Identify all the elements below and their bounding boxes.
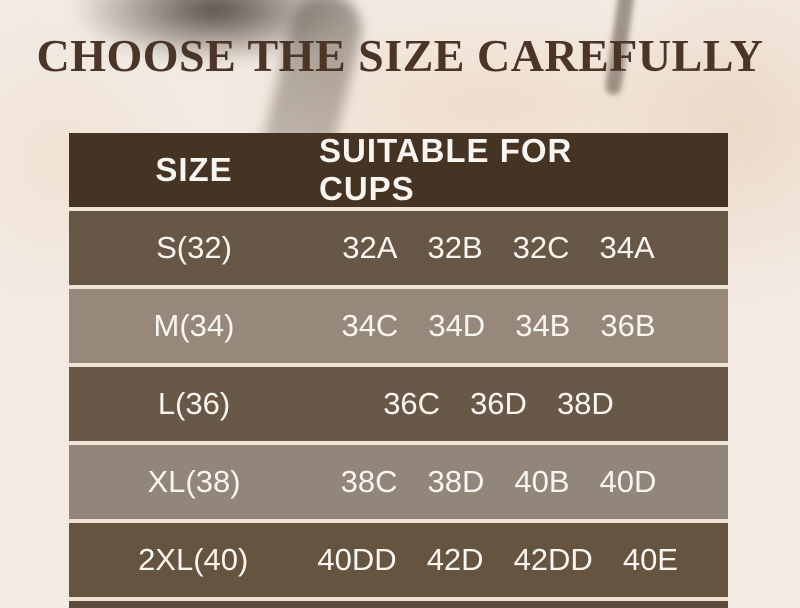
header-size: SIZE: [155, 151, 233, 188]
cup-size: 34A: [599, 230, 655, 265]
size-cell: L(36): [157, 386, 231, 421]
cup-size: 40DD: [317, 542, 397, 577]
table-row: S(32) 32A 32B 32C 34A: [69, 207, 728, 285]
size-cell: M(34): [153, 308, 235, 343]
cup-size: 40E: [622, 542, 678, 577]
partial-next-row: [69, 597, 728, 608]
cups-cell: 38C 38D 40B 40D: [319, 445, 728, 519]
size-cell: 2XL(40): [138, 542, 249, 577]
cup-size: 32A: [342, 230, 398, 265]
table-row: M(34) 34C 34D 34B 36B: [69, 285, 728, 363]
size-cell: XL(38): [147, 464, 241, 499]
cup-size: 36B: [600, 308, 656, 343]
cup-size: 32B: [427, 230, 483, 265]
cup-size: 34D: [428, 308, 486, 343]
size-cell: S(32): [156, 230, 232, 265]
cup-size: 42DD: [513, 542, 593, 577]
cup-size: 36D: [470, 386, 527, 421]
cup-size: 32C: [512, 230, 570, 265]
table-header-row: SIZE SUITABLE FOR CUPS: [69, 132, 728, 207]
header-suitable-cups: SUITABLE FOR CUPS: [319, 132, 573, 207]
cups-cell: 34C 34D 34B 36B: [319, 289, 728, 363]
cup-size: 34C: [341, 308, 399, 343]
cup-size: 40D: [599, 464, 657, 499]
cup-size: 36C: [383, 386, 441, 421]
cups-cell: 40DD 42D 42DD 40E: [317, 523, 728, 597]
table-body: S(32) 32A 32B 32C 34A M(34) 34C 34D 34B 36B L(36) 3…: [69, 207, 728, 597]
cup-size: 40B: [514, 464, 570, 499]
cup-size: 38D: [427, 464, 485, 499]
cups-cell: 32A 32B 32C 34A: [319, 211, 728, 285]
cup-size: 38D: [556, 386, 614, 421]
cup-size: 34B: [515, 308, 571, 343]
cup-size: 42D: [426, 542, 484, 577]
page-title: CHOOSE THE SIZE CAREFULLY: [36, 30, 764, 81]
table-row: L(36) 36C 36D 38D: [69, 363, 728, 441]
size-table: SIZE SUITABLE FOR CUPS S(32) 32A 32B 32C 34A…: [69, 132, 728, 608]
cup-size: 38C: [340, 464, 398, 499]
table-row: 2XL(40) 40DD 42D 42DD 40E: [69, 519, 728, 597]
cups-cell: 36C 36D 38D: [319, 367, 728, 441]
table-row: XL(38) 38C 38D 40B 40D: [69, 441, 728, 519]
